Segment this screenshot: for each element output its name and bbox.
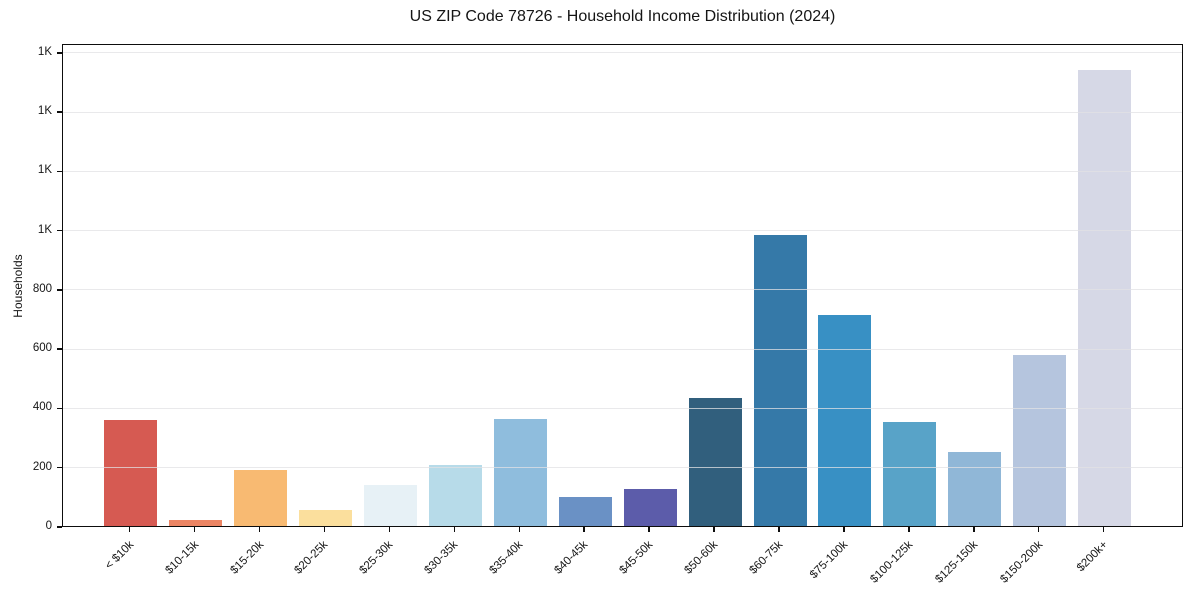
y-tick-label: 1K (37, 223, 52, 236)
x-tick-mark (323, 527, 326, 532)
bar-$45-50k (623, 489, 677, 526)
y-tick-mark (57, 52, 62, 54)
x-tick-label: $35-40k (487, 538, 526, 577)
gridline (63, 348, 1182, 350)
y-tick-mark (57, 170, 62, 173)
bar-$125-150k (948, 452, 1002, 526)
x-tick-label: $20-25k (292, 538, 331, 577)
x-tick-label: $200k+ (1074, 538, 1110, 575)
y-tick-mark (57, 348, 62, 350)
x-tick-mark (1102, 527, 1105, 532)
y-tick-label: 400 (32, 401, 52, 414)
x-tick-mark (453, 527, 456, 532)
bar-$60-75k (753, 235, 807, 526)
bar-$10-15k (169, 520, 223, 526)
chart-title: US ZIP Code 78726 - Household Income Dis… (409, 8, 836, 25)
x-tick-label: $30-35k (422, 538, 461, 577)
x-tick-label: $40-45k (552, 538, 591, 577)
bar-$100-125k (883, 422, 937, 526)
x-tick-label: $60-75k (747, 538, 786, 577)
bar-$15-20k (234, 469, 288, 526)
x-tick-label: $10-15k (162, 538, 201, 577)
y-tick-label: 1K (37, 45, 52, 58)
bar-$75-100k (818, 315, 872, 526)
x-tick-mark (713, 527, 715, 532)
x-tick-mark (908, 527, 910, 532)
x-tick-mark (843, 527, 845, 532)
bar-$50-60k (688, 398, 742, 526)
x-tick-mark (128, 527, 131, 532)
y-tick-mark (57, 466, 62, 469)
x-tick-mark (973, 527, 975, 532)
bar-$30-35k (428, 465, 482, 526)
y-tick-label: 200 (32, 460, 52, 473)
gridline (63, 467, 1182, 469)
bar-$35-40k (493, 418, 547, 526)
plot-area (62, 44, 1183, 527)
y-tick-label: 600 (32, 342, 52, 355)
gridline (63, 170, 1182, 172)
gridline (63, 111, 1182, 113)
x-tick-label: $25-30k (357, 538, 396, 577)
x-tick-label: $100-125k (868, 538, 916, 586)
x-tick-label: $75-100k (807, 538, 851, 582)
y-tick-mark (57, 229, 62, 232)
x-tick-mark (388, 527, 391, 532)
x-tick-label: < $10k (102, 538, 136, 572)
y-tick-label: 1K (37, 105, 52, 118)
x-tick-mark (648, 527, 650, 532)
y-tick-mark (57, 526, 62, 528)
bar-$200k+ (1078, 69, 1132, 526)
gridline (63, 289, 1182, 291)
x-tick-mark (583, 527, 585, 532)
y-tick-mark (57, 289, 62, 291)
bar-$25-30k (363, 485, 417, 526)
x-tick-label: $15-20k (227, 538, 266, 577)
x-tick-label: $50-60k (682, 538, 721, 577)
gridline (63, 52, 1182, 54)
x-tick-mark (258, 527, 261, 532)
x-tick-mark (518, 527, 521, 532)
x-tick-label: $125-150k (933, 538, 981, 586)
y-tick-label: 1K (37, 164, 52, 177)
bar-$20-25k (298, 509, 352, 526)
x-tick-mark (778, 527, 780, 532)
x-tick-label: $45-50k (617, 538, 656, 577)
x-tick-mark (193, 527, 196, 532)
y-tick-mark (57, 407, 62, 410)
gridline (63, 230, 1182, 232)
gridline (63, 407, 1182, 409)
bar-< $10k (104, 419, 158, 526)
y-tick-label: 800 (32, 282, 52, 295)
y-tick-mark (57, 111, 62, 113)
x-tick-label: $150-200k (998, 538, 1045, 586)
y-tick-label: 0 (45, 520, 52, 532)
bar-$40-45k (558, 497, 612, 526)
bar-$150-200k (1013, 355, 1067, 526)
x-tick-mark (1037, 527, 1040, 532)
